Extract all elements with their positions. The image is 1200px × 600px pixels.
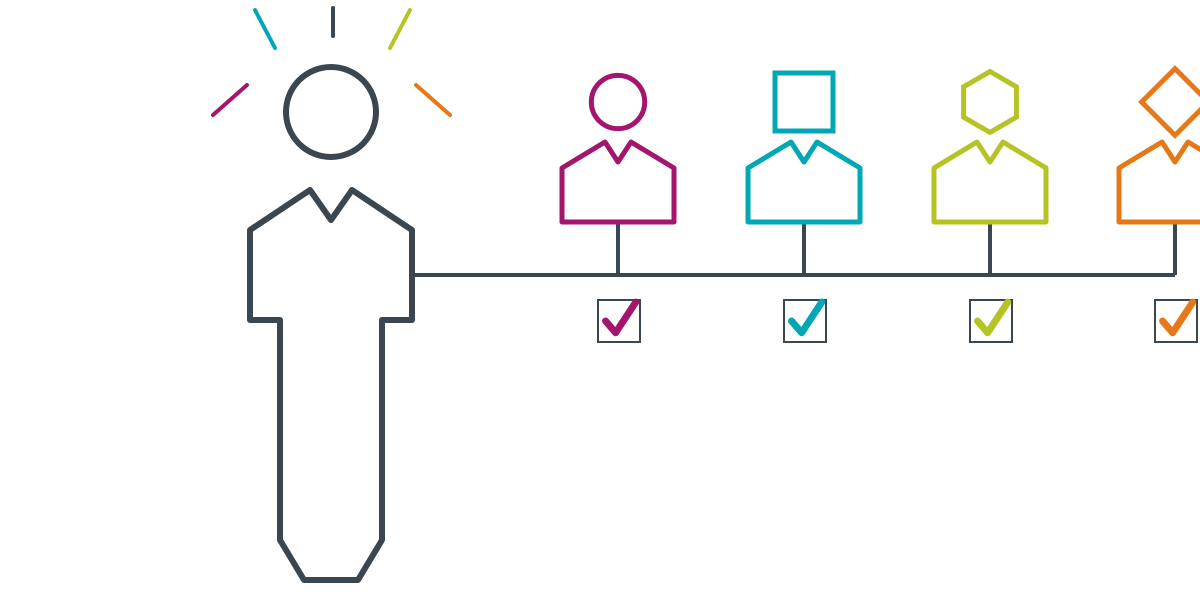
diagram-canvas (0, 0, 1200, 600)
leader-head-icon (286, 67, 376, 157)
member-2-head-square-icon (775, 73, 833, 131)
member-3-head-hexagon-icon (964, 72, 1017, 133)
member-1-head-circle-icon (591, 75, 644, 128)
